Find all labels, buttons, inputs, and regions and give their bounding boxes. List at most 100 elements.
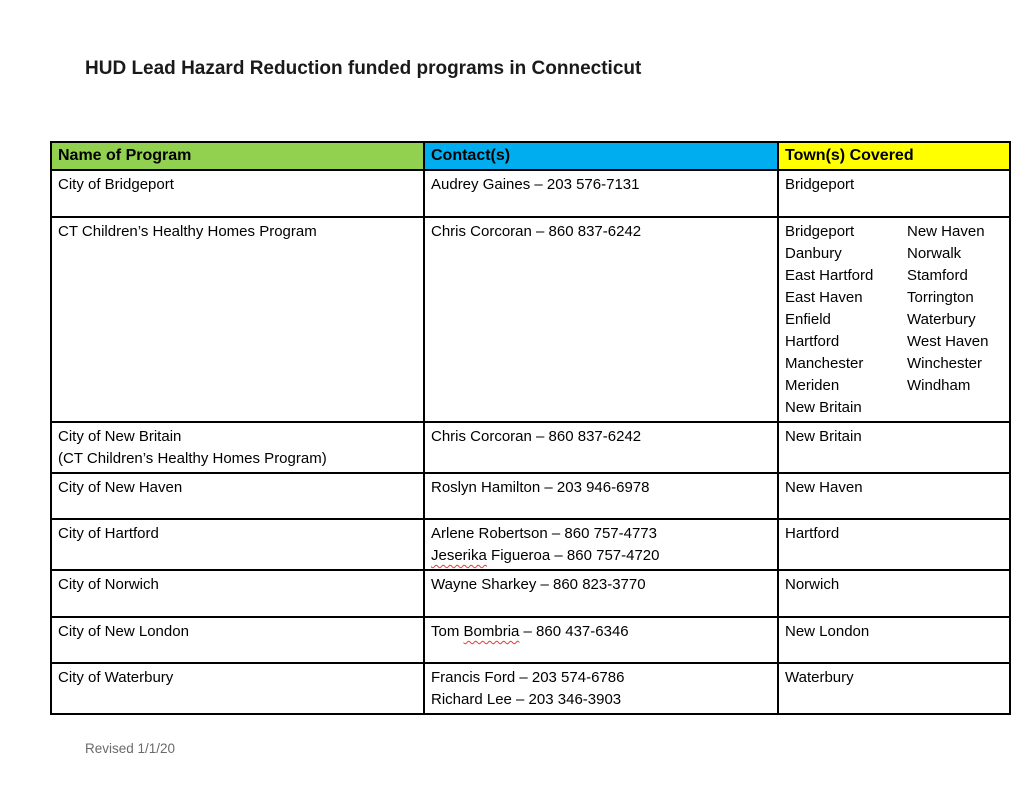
table-row: City of New Britain (CT Children’s Health… bbox=[50, 421, 1011, 474]
town-line: Norwich bbox=[785, 574, 1003, 596]
program-name: City of Waterbury bbox=[58, 669, 174, 686]
towns-cell: Norwich bbox=[777, 569, 1011, 618]
page-title: HUD Lead Hazard Reduction funded program… bbox=[85, 58, 642, 79]
contact-line: Chris Corcoran – 860 837-6242 bbox=[431, 223, 642, 240]
town-name: Norwalk bbox=[907, 245, 962, 262]
contacts-cell: Chris Corcoran – 860 837-6242 bbox=[423, 421, 779, 474]
town-name: New Britain bbox=[785, 399, 862, 416]
program-name: CT Children’s Healthy Homes Program bbox=[58, 223, 317, 240]
town-name: New Britain bbox=[785, 428, 862, 445]
town-name: East Hartford bbox=[785, 267, 874, 284]
table-row: City of New Haven Roslyn Hamilton – 203 9… bbox=[50, 472, 1011, 520]
table-row: CT Children’s Healthy Homes Program Chris… bbox=[50, 216, 1011, 423]
town-name: New Haven bbox=[785, 479, 863, 496]
town-name: Hartford bbox=[785, 333, 840, 350]
contact-line: Richard Lee – 203 346-3903 bbox=[431, 691, 622, 708]
contact-line: Audrey Gaines – 203 576-7131 bbox=[431, 176, 640, 193]
contacts-cell: Roslyn Hamilton – 203 946-6978 bbox=[423, 472, 779, 520]
program-cell: City of Hartford bbox=[50, 518, 425, 571]
table-row: City of Hartford Arlene Robertson – 860 7… bbox=[50, 518, 1011, 571]
contact-line: Chris Corcoran – 860 837-6242 bbox=[431, 428, 642, 445]
town-line: Waterbury bbox=[785, 667, 1003, 689]
contacts-cell: Tom Bombria – 860 437-6346 bbox=[423, 616, 779, 664]
contacts-cell: Francis Ford – 203 574-6786 Richard Lee –… bbox=[423, 662, 779, 715]
town-name: Stamford bbox=[907, 267, 968, 284]
town-line: East Haven Torrington bbox=[785, 287, 1003, 309]
town-name: Enfield bbox=[785, 311, 831, 328]
contact-line: Jeserika Figueroa – 860 757-4720 bbox=[431, 547, 660, 564]
program-name: (CT Children’s Healthy Homes Program) bbox=[58, 450, 327, 467]
table-row: City of Bridgeport Audrey Gaines – 203 57… bbox=[50, 169, 1011, 218]
town-name: Waterbury bbox=[907, 311, 976, 328]
program-name: City of Bridgeport bbox=[58, 176, 174, 193]
towns-cell: Hartford bbox=[777, 518, 1011, 571]
program-cell: CT Children’s Healthy Homes Program bbox=[50, 216, 425, 423]
contacts-cell: Chris Corcoran – 860 837-6242 bbox=[423, 216, 779, 423]
program-cell: City of Norwich bbox=[50, 569, 425, 618]
town-line: Bridgeport New Haven bbox=[785, 221, 1003, 243]
town-line: East Hartford Stamford bbox=[785, 265, 1003, 287]
contacts-cell: Wayne Sharkey – 860 823-3770 bbox=[423, 569, 779, 618]
towns-cell: Waterbury bbox=[777, 662, 1011, 715]
contact-line: Arlene Robertson – 860 757-4773 bbox=[431, 525, 657, 542]
towns-cell: Bridgeport New Haven Danbury Norwalk East Ha… bbox=[777, 216, 1011, 423]
town-name: Bridgeport bbox=[785, 223, 855, 240]
contact-line: Tom Bombria – 860 437-6346 bbox=[431, 623, 629, 640]
town-name: Hartford bbox=[785, 525, 840, 542]
table-row: City of Norwich Wayne Sharkey – 860 823-3… bbox=[50, 569, 1011, 618]
town-name: West Haven bbox=[907, 333, 989, 350]
header-name-of-program: Name of Program bbox=[50, 141, 425, 171]
town-line: New Haven bbox=[785, 477, 1003, 499]
program-cell: City of New London bbox=[50, 616, 425, 664]
misspelled-word: Jeserika bbox=[431, 547, 487, 564]
programs-table: Name of Program Contact(s) Town(s) Cover… bbox=[50, 141, 1011, 715]
misspelled-word: Bombria bbox=[463, 623, 520, 640]
contact-line: Roslyn Hamilton – 203 946-6978 bbox=[431, 479, 650, 496]
table-row: City of Waterbury Francis Ford – 203 574-… bbox=[50, 662, 1011, 715]
town-line: New Britain bbox=[785, 397, 1003, 419]
program-name: City of New Britain bbox=[58, 428, 182, 445]
towns-cell: New London bbox=[777, 616, 1011, 664]
program-name: City of New London bbox=[58, 623, 189, 640]
town-name: Manchester bbox=[785, 355, 864, 372]
town-line: Manchester Winchester bbox=[785, 353, 1003, 375]
town-line: New London bbox=[785, 621, 1003, 643]
contacts-cell: Audrey Gaines – 203 576-7131 bbox=[423, 169, 779, 218]
town-name: New London bbox=[785, 623, 870, 640]
program-cell: City of New Britain (CT Children’s Health… bbox=[50, 421, 425, 474]
town-line: Meriden Windham bbox=[785, 375, 1003, 397]
town-line: Hartford bbox=[785, 523, 1003, 545]
town-line: Hartford West Haven bbox=[785, 331, 1003, 353]
town-name: Norwich bbox=[785, 576, 840, 593]
town-name: Bridgeport bbox=[785, 176, 855, 193]
table-row: City of New London Tom Bombria – 860 437-… bbox=[50, 616, 1011, 664]
town-line: Danbury Norwalk bbox=[785, 243, 1003, 265]
program-name: City of New Haven bbox=[58, 479, 183, 496]
contact-line: Wayne Sharkey – 860 823-3770 bbox=[431, 576, 646, 593]
program-cell: City of New Haven bbox=[50, 472, 425, 520]
town-name: Meriden bbox=[785, 377, 840, 394]
program-name: City of Hartford bbox=[58, 525, 159, 542]
header-towns-covered: Town(s) Covered bbox=[777, 141, 1011, 171]
town-name: East Haven bbox=[785, 289, 863, 306]
town-name: Waterbury bbox=[785, 669, 854, 686]
town-name: New Haven bbox=[907, 223, 985, 240]
town-name: Windham bbox=[907, 377, 971, 394]
program-name: City of Norwich bbox=[58, 576, 159, 593]
town-name: Winchester bbox=[907, 355, 983, 372]
towns-cell: New Britain bbox=[777, 421, 1011, 474]
program-cell: City of Bridgeport bbox=[50, 169, 425, 218]
towns-cell: New Haven bbox=[777, 472, 1011, 520]
table-header-row: Name of Program Contact(s) Town(s) Cover… bbox=[50, 141, 1011, 171]
town-line: New Britain bbox=[785, 426, 1003, 448]
header-contacts: Contact(s) bbox=[423, 141, 779, 171]
contacts-cell: Arlene Robertson – 860 757-4773 Jeserika … bbox=[423, 518, 779, 571]
town-line: Enfield Waterbury bbox=[785, 309, 1003, 331]
contact-line: Francis Ford – 203 574-6786 bbox=[431, 669, 625, 686]
towns-cell: Bridgeport bbox=[777, 169, 1011, 218]
program-cell: City of Waterbury bbox=[50, 662, 425, 715]
town-name: Danbury bbox=[785, 245, 842, 262]
town-line: Bridgeport bbox=[785, 174, 1003, 196]
revision-note: Revised 1/1/20 bbox=[85, 741, 176, 756]
town-name: Torrington bbox=[907, 289, 974, 306]
